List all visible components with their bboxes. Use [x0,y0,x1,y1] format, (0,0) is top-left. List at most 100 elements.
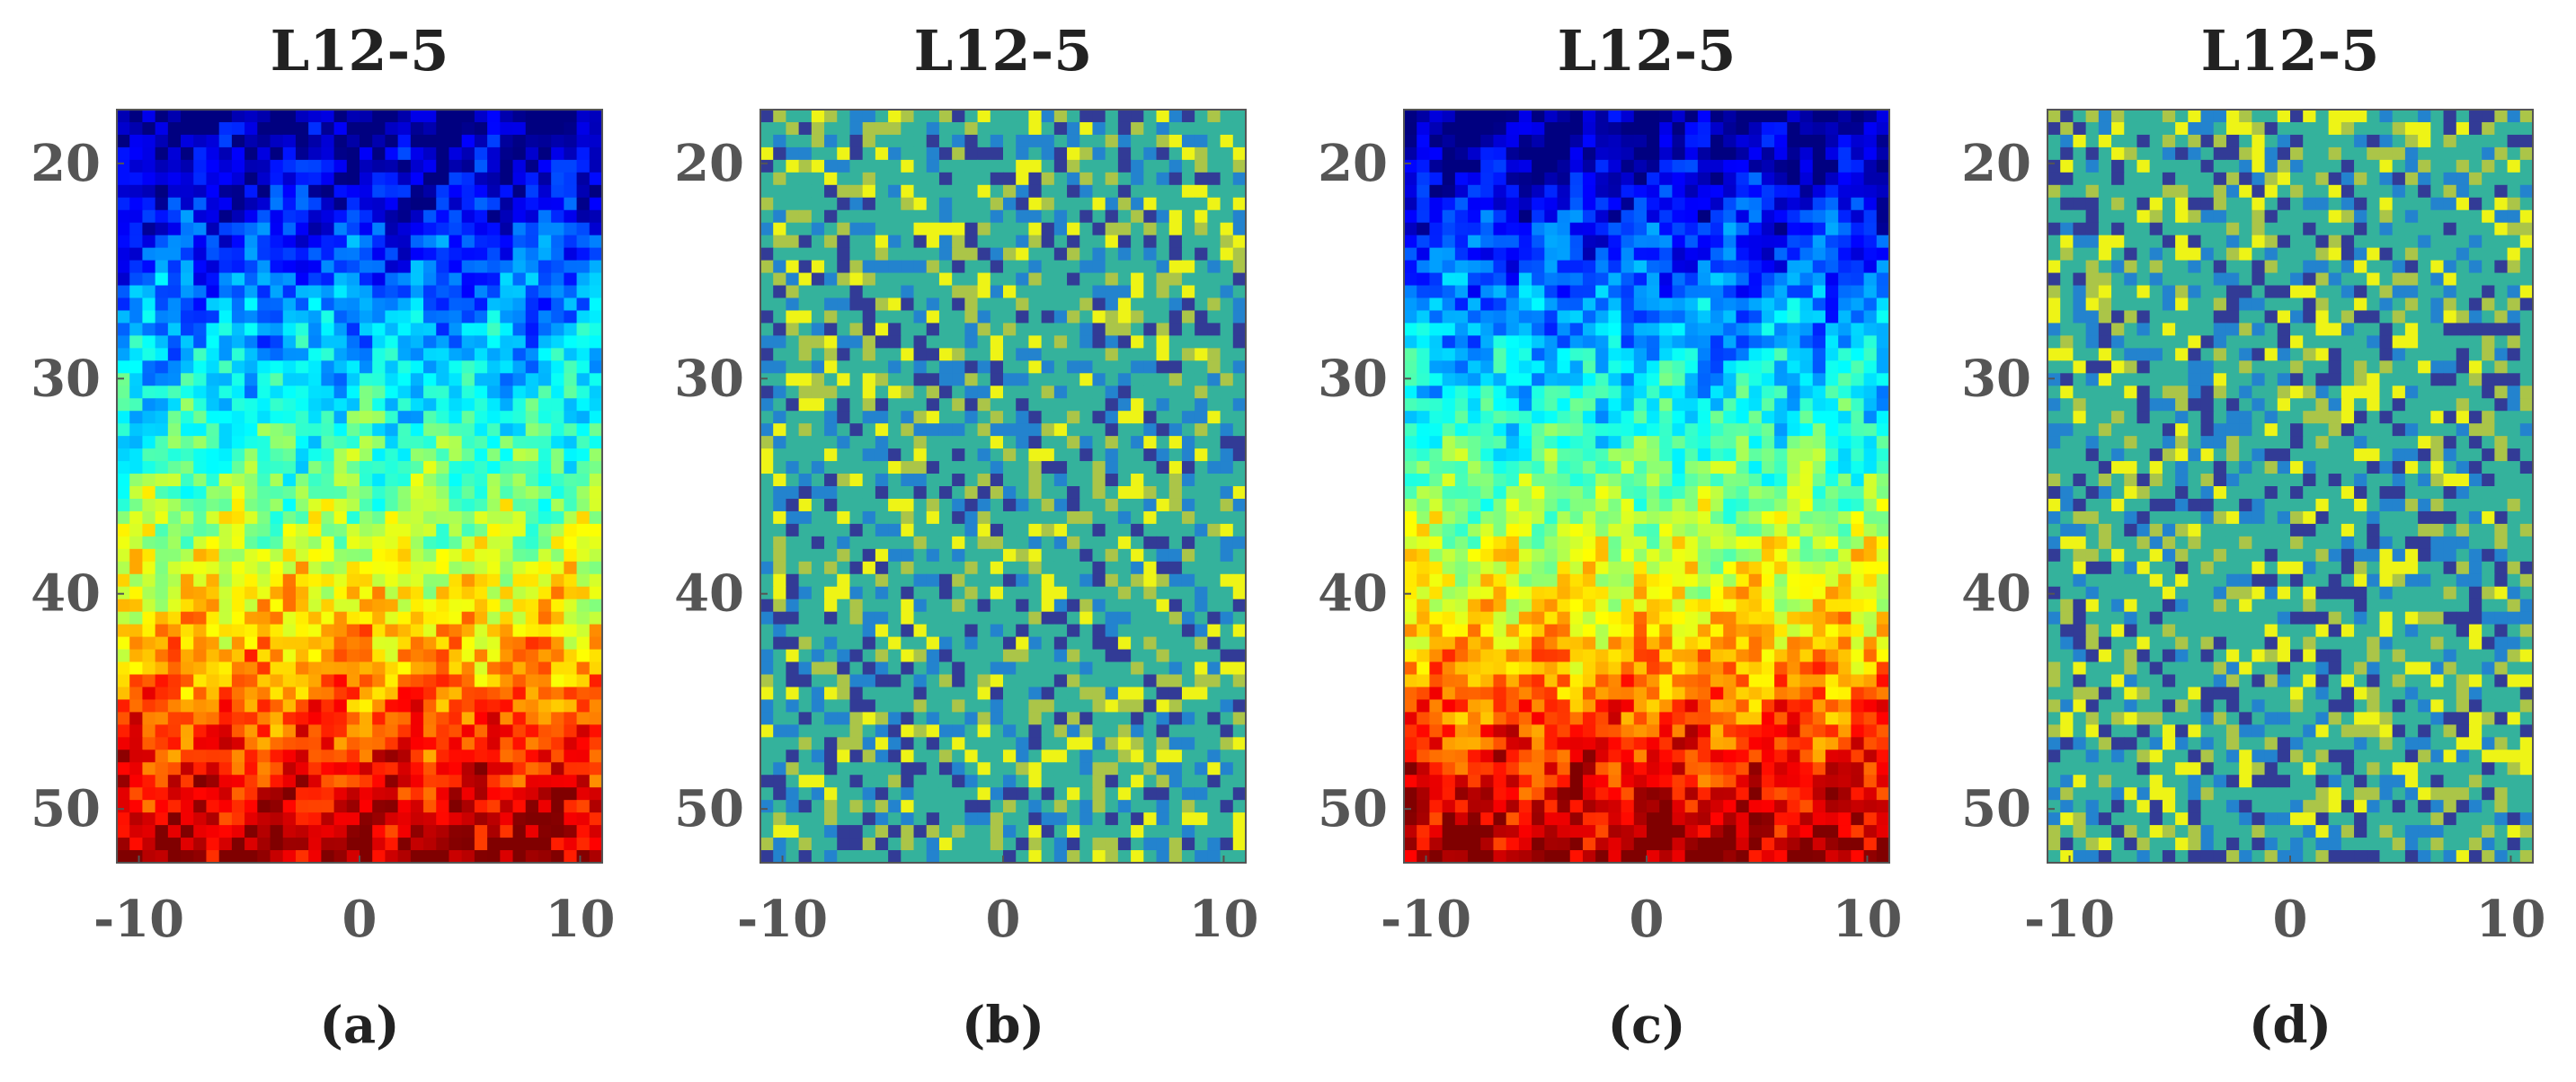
heatmap-cell [1608,134,1622,148]
heatmap-cell [824,335,838,349]
heatmap-cell [901,373,915,386]
heatmap-cell [1131,649,1144,663]
heatmap-cell [913,222,928,236]
heatmap-cell [1016,235,1030,249]
heatmap-cell [1220,838,1234,851]
heatmap-cell [1117,323,1132,336]
heatmap-cell [500,260,514,274]
heatmap-cell [346,661,360,676]
heatmap-cell [436,373,450,386]
heatmap-cell [1079,209,1094,224]
heatmap-cell [231,297,245,312]
heatmap-cell [901,699,915,713]
heatmap-cell [1003,687,1017,701]
heatmap-cell [952,360,965,374]
heatmap-cell [1168,737,1183,750]
heatmap-cell [257,762,271,776]
heatmap-cell [1493,222,1507,236]
heatmap-cell [512,436,527,449]
heatmap-cell [824,423,838,437]
heatmap-cell [537,423,552,437]
heatmap-cell [1117,235,1132,249]
heatmap-cell [231,159,245,173]
heatmap-cell [142,423,156,437]
heatmap-cell [295,687,309,701]
heatmap-cell [798,172,813,186]
heatmap-cell [129,498,144,512]
heatmap-cell [1105,561,1119,575]
heatmap-cell [500,272,514,287]
heatmap-cell [1736,222,1750,236]
heatmap-cell [564,674,578,688]
heatmap-cell [1168,436,1183,449]
heatmap-cell [1067,323,1080,336]
heatmap-cell [1117,373,1132,386]
heatmap-cell [990,649,1004,663]
heatmap-cell [1067,624,1080,638]
heatmap-cell [1131,360,1144,374]
heatmap-cell [167,411,182,424]
heatmap-cell [193,423,208,437]
heatmap-cell [129,121,144,136]
heatmap-cell [487,235,501,249]
heatmap-cell [117,548,130,563]
heatmap-cell [1207,448,1221,462]
heatmap-cell [218,310,233,324]
heatmap-cell [321,110,335,123]
heatmap-cell [1067,448,1080,462]
heatmap-cell [155,121,169,136]
heatmap-cell [436,775,450,788]
heatmap-cell [218,510,233,525]
heatmap-cell [1131,523,1144,537]
heatmap-cell [1761,110,1775,123]
heatmap-cell [181,134,194,148]
heatmap-cell [913,800,928,813]
heatmap-cell [1079,674,1094,688]
heatmap-cell [449,121,463,136]
heatmap-cell [410,310,424,324]
heatmap-cell [1092,247,1106,262]
heatmap-cell [1168,825,1183,838]
heatmap-cell [977,448,991,462]
heatmap-cell [487,209,501,224]
heatmap-cell [786,687,800,701]
heatmap-cell [1647,146,1660,161]
heatmap-cell [525,548,539,563]
heatmap-cell [436,209,450,224]
heatmap-cell [1092,448,1106,462]
heatmap-cell [397,209,412,224]
heatmap-cell [1067,411,1080,424]
heatmap-cell [1105,838,1119,851]
heatmap-cell [938,386,953,399]
heatmap-cell [282,260,297,274]
heatmap-cell [1079,599,1094,613]
heatmap-cell [193,398,208,412]
heatmap-cell [410,787,424,801]
heatmap-cell [1053,523,1068,537]
heatmap-cell [1825,222,1839,236]
heatmap-cell [295,724,309,738]
heatmap-cell [1131,323,1144,336]
heatmap-cell [798,498,813,512]
heatmap-cell [487,573,501,588]
heatmap-cell [474,386,488,399]
heatmap-cell [1232,335,1247,349]
heatmap-cell [360,436,373,449]
heatmap-cell [888,498,902,512]
heatmap-cell [206,687,220,701]
heatmap-cell [1168,838,1183,851]
heatmap-cell [397,712,412,725]
heatmap-cell [474,536,488,550]
heatmap-cell [1168,649,1183,663]
heatmap-cell [1143,398,1158,412]
heatmap-cell [926,775,940,788]
heatmap-cell [142,573,156,588]
heatmap-cell [1220,260,1234,274]
heatmap-cell [1041,762,1055,776]
heatmap-cell [1220,649,1234,663]
heatmap-cell [798,474,813,487]
heatmap-cell [1220,247,1234,262]
heatmap-cell [926,285,940,299]
heatmap-cell [474,297,488,312]
heatmap-cell [875,787,889,801]
